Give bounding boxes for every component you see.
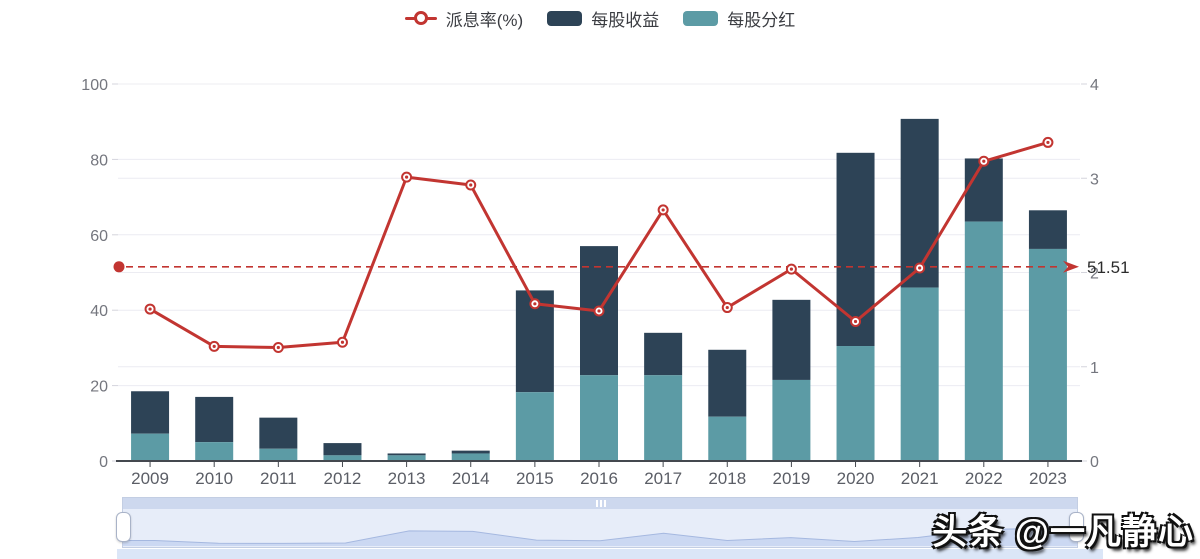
bar-eps-2018[interactable]: [708, 349, 747, 417]
legend-item-payout-ratio[interactable]: 派息率(%): [404, 6, 524, 31]
x-axis-label-2010: 2010: [195, 469, 233, 488]
payout-point-dot-icon: [212, 344, 216, 348]
bar-dps-2018[interactable]: [708, 416, 747, 461]
bottom-strip: [117, 549, 1103, 559]
x-axis-label-2009: 2009: [131, 469, 169, 488]
x-axis-label-2022: 2022: [965, 469, 1003, 488]
bar-dps-2014[interactable]: [451, 453, 490, 461]
x-axis-label-2014: 2014: [452, 469, 490, 488]
right-axis-tick-label: 4: [1090, 77, 1099, 94]
bar-eps-2020[interactable]: [836, 152, 875, 347]
payout-point-dot-icon: [725, 305, 729, 310]
left-axis-tick-label: 80: [90, 152, 108, 169]
right-axis-tick-label: 3: [1090, 171, 1099, 188]
payout-point-dot-icon: [469, 183, 473, 187]
markline-value-label: 51.51: [1087, 258, 1130, 277]
datazoom-grip-icon: [600, 500, 602, 507]
bar-dps-2013[interactable]: [387, 455, 426, 461]
legend-label: 每股分红: [727, 10, 796, 30]
bar-eps-2012[interactable]: [323, 443, 362, 456]
right-axis-tick-label: 2: [1090, 266, 1099, 283]
right-axis-tick-label: 0: [1090, 454, 1099, 471]
bar-dps-2017[interactable]: [644, 375, 683, 461]
bar-dps-2019[interactable]: [772, 379, 811, 461]
payout-point-dot-icon: [918, 266, 922, 270]
x-axis-label-2021: 2021: [901, 469, 939, 488]
line-series-marker-icon: [404, 11, 437, 25]
payout-point-dot-icon: [276, 345, 280, 350]
bar-eps-2009[interactable]: [131, 391, 170, 434]
bar-eps-2014[interactable]: [451, 450, 490, 454]
datazoom-data-shadow: [123, 527, 1077, 546]
payout-point-dot-icon: [982, 159, 986, 163]
datazoom-left-handle[interactable]: [116, 512, 131, 542]
legend-item-eps[interactable]: 每股收益: [547, 6, 659, 31]
bar-dps-2015[interactable]: [515, 392, 554, 461]
bar-dps-2009[interactable]: [131, 433, 170, 461]
x-axis-label-2016: 2016: [580, 469, 618, 488]
left-axis-tick-label: 0: [99, 454, 108, 471]
bar-eps-2021[interactable]: [900, 118, 939, 288]
payout-point-dot-icon: [148, 307, 152, 311]
payout-point-dot-icon: [1046, 140, 1050, 145]
bar-dps-2021[interactable]: [900, 287, 939, 461]
x-axis-label-2020: 2020: [837, 469, 875, 488]
right-axis-tick-label: 1: [1090, 360, 1099, 377]
datazoom-slider[interactable]: [116, 497, 1084, 548]
legend-label: 派息率(%): [445, 10, 524, 30]
bar-eps-2017[interactable]: [644, 332, 683, 376]
bar-eps-2013[interactable]: [387, 453, 426, 456]
payout-point-dot-icon: [789, 267, 794, 271]
left-axis-tick-label: 40: [90, 303, 108, 320]
bar-eps-2010[interactable]: [195, 396, 234, 443]
left-axis-tick-label: 60: [90, 228, 108, 245]
left-axis-tick-label: 100: [81, 77, 108, 94]
datazoom-move-handle[interactable]: [123, 498, 1077, 509]
markline-arrow-icon: [1063, 260, 1079, 273]
bar-dps-2011[interactable]: [259, 448, 298, 461]
line-marker-ring-icon: [413, 11, 428, 25]
x-axis-label-2013: 2013: [388, 469, 426, 488]
bar-dps-2016[interactable]: [580, 375, 618, 461]
bar-dps-2022[interactable]: [964, 221, 1003, 461]
payout-point-dot-icon: [405, 175, 409, 179]
x-axis-label-2011: 2011: [260, 469, 297, 488]
x-axis-label-2019: 2019: [772, 469, 810, 488]
legend-label: 每股收益: [591, 10, 660, 30]
bar-series-marker-dps-icon: [683, 10, 719, 26]
bar-dps-2010[interactable]: [195, 442, 234, 461]
bar-series-marker-eps-icon: [547, 10, 583, 26]
bar-dps-2012[interactable]: [323, 455, 362, 461]
x-axis-label-2015: 2015: [516, 469, 554, 488]
markline-start-dot-icon: [113, 261, 125, 273]
payout-point-dot-icon: [340, 340, 345, 344]
bar-eps-2023[interactable]: [1028, 210, 1067, 249]
watermark: 头条 @一凡静心: [932, 513, 1194, 552]
datazoom-shadow-line: [123, 527, 1077, 544]
bar-eps-2022[interactable]: [964, 158, 1003, 222]
bar-eps-2011[interactable]: [259, 417, 298, 449]
payout-point-dot-icon: [853, 319, 858, 324]
bar-dps-2023[interactable]: [1028, 248, 1067, 461]
x-axis-label-2012: 2012: [324, 469, 362, 488]
payout-point-dot-icon: [661, 208, 665, 212]
bar-dps-2020[interactable]: [836, 346, 875, 461]
datazoom-right-handle[interactable]: [1069, 512, 1084, 542]
legend-item-dps[interactable]: 每股分红: [683, 6, 795, 31]
bar-eps-2019[interactable]: [772, 299, 811, 380]
x-axis-label-2023: 2023: [1029, 469, 1067, 488]
legend: 派息率(%) 每股收益 每股分红: [0, 4, 1200, 32]
x-axis-label-2018: 2018: [708, 469, 746, 488]
payout-point-dot-icon: [597, 309, 601, 313]
x-axis-label-2017: 2017: [644, 469, 682, 488]
payout-point-dot-icon: [533, 302, 537, 306]
datazoom-shadow-area: [123, 528, 1077, 546]
left-axis-tick-label: 20: [90, 379, 108, 396]
